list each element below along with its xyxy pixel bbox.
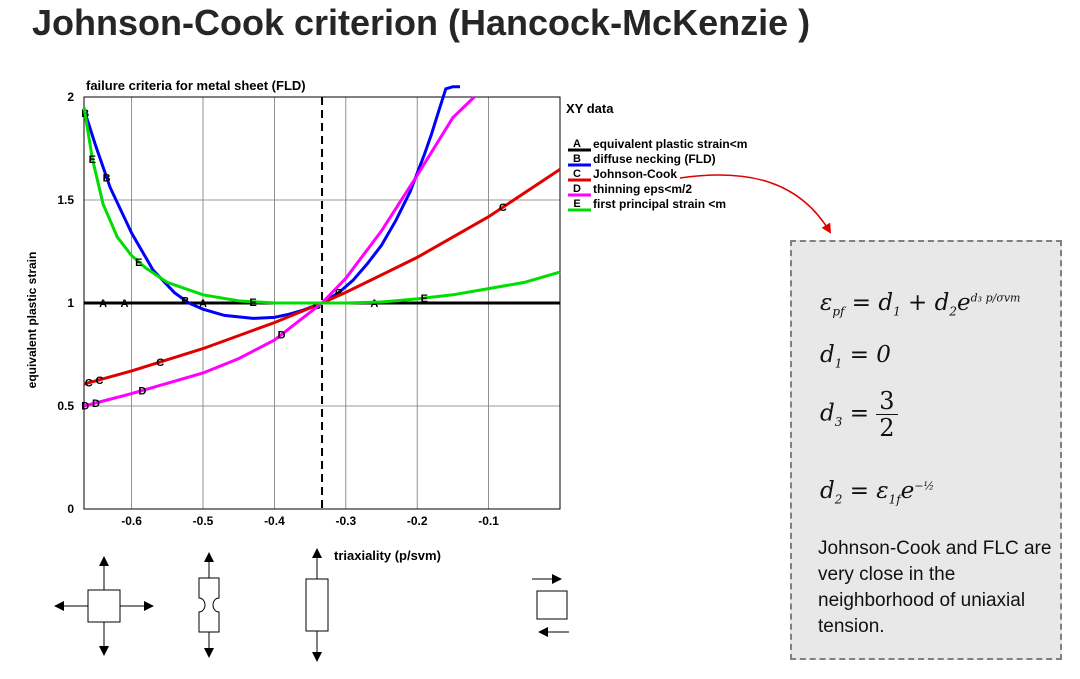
x-tick-label: -0.1 (478, 514, 499, 528)
y-tick-label: 2 (67, 90, 74, 104)
x-tick-label: -0.5 (193, 514, 214, 528)
arrow-head (538, 627, 548, 637)
series-marker-B: B (181, 295, 189, 307)
arrow-head (99, 556, 109, 566)
y-tick-label: 1 (67, 296, 74, 310)
legend-label-C: Johnson-Cook (593, 167, 677, 181)
legend-key-C: C (573, 168, 581, 180)
series-marker-D: D (138, 386, 146, 398)
arrow-head (204, 552, 214, 562)
series-marker-B: B (335, 288, 343, 300)
arrow-head (99, 646, 109, 656)
notched-body (198, 577, 220, 633)
pure-shear-icon (532, 578, 569, 633)
series-marker-C: C (85, 378, 93, 390)
series-marker-A: A (199, 298, 207, 310)
y-tick-label: 0 (67, 502, 74, 516)
chart-title: failure criteria for metal sheet (FLD) (86, 78, 306, 93)
y-tick-label: 1.5 (57, 193, 74, 207)
slide-title: Johnson-Cook criterion (Hancock-McKenzie… (32, 2, 811, 43)
series-marker-E: E (421, 293, 428, 305)
bar-specimen (305, 578, 329, 632)
series-line-B (82, 85, 460, 320)
legend-key-B: B (573, 153, 581, 165)
x-tick-label: -0.3 (335, 514, 356, 528)
series-marker-D: D (81, 401, 89, 413)
shear-square (536, 590, 568, 620)
x-tick-label: -0.6 (121, 514, 142, 528)
legend-label-E: first principal strain <m (593, 197, 726, 211)
series-marker-A: A (121, 298, 129, 310)
legend-key-A: A (573, 138, 581, 150)
legend-label-B: diffuse necking (FLD) (593, 152, 716, 166)
y-axis-label: equivalent plastic strain (25, 252, 39, 389)
arrow-head (312, 652, 322, 662)
arrow-head (552, 574, 562, 584)
arrow-head (204, 648, 214, 658)
series-marker-D: D (278, 330, 286, 342)
series-marker-A: A (99, 298, 107, 310)
series-marker-E: E (135, 257, 142, 269)
legend-key-D: D (573, 183, 581, 195)
legend-label-A: equivalent plastic strain<m (593, 137, 747, 151)
series-marker-D: D (92, 398, 100, 410)
equation-d2: d2 = ε1fe−½ (820, 478, 935, 507)
series-marker-E: E (89, 154, 96, 166)
x-tick-label: -0.4 (264, 514, 285, 528)
arrow-head (312, 548, 322, 558)
series-line-E (82, 107, 561, 305)
series-marker-E: E (249, 297, 256, 309)
callout-arrow (679, 174, 832, 234)
equation-d1: d1 = 0 (820, 342, 891, 371)
arrow-head (54, 601, 64, 611)
series-marker-A: A (370, 298, 378, 310)
legend-label-D: thinning eps<m/2 (593, 182, 692, 196)
series-marker-C: C (96, 375, 104, 387)
note-text: Johnson-Cook and FLC are very close in t… (818, 538, 1052, 637)
equation-failure-strain: εpf = d1 + d2ed₃ p/σvm (820, 290, 1021, 319)
series-marker-B: B (103, 172, 111, 184)
series-marker-C: C (156, 357, 164, 369)
y-tick-label: 0.5 (57, 399, 74, 413)
legend-key-E: E (573, 198, 580, 210)
equibiaxial-tension-icon (58, 560, 150, 652)
x-axis-label: triaxiality (p/svm) (334, 548, 441, 563)
uniaxial-tension-icon (305, 556, 329, 656)
stress-state-icons (54, 548, 569, 662)
series-marker-C: C (499, 202, 507, 214)
legend-title: XY data (566, 101, 614, 116)
arrow-head (144, 601, 154, 611)
chart-legend: XY data A equivalent plastic strain<m B diff… (566, 101, 747, 212)
chart-text: -0.6 -0.5 -0.4 -0.3 -0.2 -0.1 0 0.5 1 1.5 2 failure… (25, 78, 499, 563)
notched-specimen-icon (198, 558, 220, 652)
x-tick-label: -0.2 (407, 514, 428, 528)
square-element (87, 589, 121, 623)
